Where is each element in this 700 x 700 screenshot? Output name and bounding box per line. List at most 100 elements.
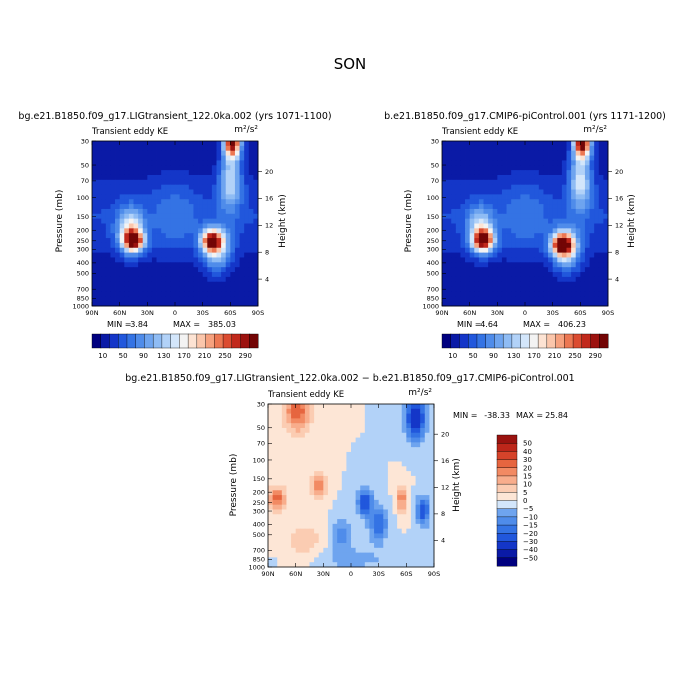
field-cell — [355, 432, 361, 438]
field-cell — [147, 228, 153, 234]
field-cell — [548, 174, 554, 181]
field-cell — [244, 141, 250, 147]
colorbar-swatch — [590, 333, 600, 349]
field-cell — [295, 509, 301, 515]
x-tick-label: 90S — [602, 309, 614, 317]
field-cell — [506, 155, 512, 161]
field-cell — [561, 267, 567, 273]
field-cell — [534, 267, 540, 273]
field-cell — [207, 276, 213, 283]
field-cell — [525, 218, 531, 224]
field-cell — [96, 276, 102, 283]
field-cell — [529, 189, 535, 195]
field-cell — [594, 199, 600, 205]
field-cell — [603, 228, 609, 234]
field-cell — [492, 155, 498, 161]
field-cell — [397, 432, 403, 438]
field-cell — [96, 233, 102, 239]
field-cell — [469, 257, 475, 263]
field-cell — [332, 471, 338, 477]
field-cell — [420, 437, 426, 443]
field-cell — [566, 228, 572, 234]
field-cell — [515, 160, 521, 166]
field-cell — [239, 247, 245, 254]
field-cell — [165, 281, 171, 287]
field-cell — [147, 267, 153, 273]
field-cell — [244, 247, 250, 254]
field-cell — [575, 160, 581, 166]
field-cell — [580, 296, 586, 302]
field-cell — [392, 432, 398, 438]
field-cell — [151, 179, 157, 186]
field-cell — [364, 418, 370, 424]
y-tick-label: 150 — [427, 213, 439, 221]
colorbar-swatch — [135, 333, 145, 349]
field-cell — [406, 471, 412, 477]
field-cell — [277, 447, 283, 453]
field-cell — [115, 276, 121, 283]
field-cell — [420, 427, 426, 434]
field-cell — [211, 286, 217, 292]
field-cell — [355, 427, 361, 434]
field-cell — [474, 155, 480, 161]
field-cell — [534, 208, 540, 215]
field-cell — [156, 272, 162, 278]
field-cell — [575, 145, 581, 152]
field-cell — [383, 423, 389, 429]
field-cell — [465, 281, 471, 287]
field-cell — [369, 427, 375, 434]
field-cell — [364, 523, 370, 530]
field-cell — [300, 495, 306, 501]
field-cell — [268, 447, 274, 453]
field-cell — [584, 247, 590, 254]
field-cell — [175, 291, 181, 297]
field-cell — [446, 257, 452, 263]
field-cell — [234, 189, 240, 195]
field-cell — [230, 223, 236, 229]
field-cell — [378, 437, 384, 443]
field-cell — [501, 272, 507, 278]
y-tick-label: 30 — [257, 400, 265, 408]
field-cell — [566, 155, 572, 161]
field-cell — [105, 174, 111, 181]
field-cell — [420, 442, 426, 448]
field-cell — [598, 213, 604, 220]
field-cell — [497, 291, 503, 297]
field-cell — [184, 242, 190, 249]
field-cell — [110, 141, 116, 147]
field-cell — [281, 485, 287, 491]
field-cell — [515, 184, 521, 190]
field-cell — [401, 447, 407, 453]
field-cell — [515, 276, 521, 283]
field-cell — [369, 547, 375, 554]
field-cell — [291, 543, 297, 549]
field-cell — [138, 257, 144, 263]
field-cell — [478, 155, 484, 161]
field-cell — [571, 218, 577, 224]
field-cell — [369, 552, 375, 558]
field-cell — [304, 418, 310, 424]
field-cell — [392, 466, 398, 472]
field-cell — [460, 141, 466, 147]
field-cell — [515, 247, 521, 254]
field-cell — [133, 223, 139, 229]
field-cell — [483, 141, 489, 147]
field-cell — [543, 194, 549, 200]
field-cell — [170, 291, 176, 297]
field-cell — [268, 495, 274, 501]
field-cell — [501, 199, 507, 205]
field-cell — [557, 194, 563, 200]
field-cell — [244, 272, 250, 278]
field-cell — [575, 170, 581, 176]
field-cell — [268, 514, 274, 520]
field-cell — [337, 533, 343, 539]
field-cell — [138, 247, 144, 254]
field-cell — [184, 213, 190, 220]
field-cell — [387, 418, 393, 424]
field-cell — [383, 432, 389, 438]
field-cell — [478, 213, 484, 220]
field-cell — [506, 179, 512, 186]
field-cell — [378, 557, 384, 563]
field-cell — [337, 523, 343, 530]
colorbar-swatch — [476, 333, 487, 349]
